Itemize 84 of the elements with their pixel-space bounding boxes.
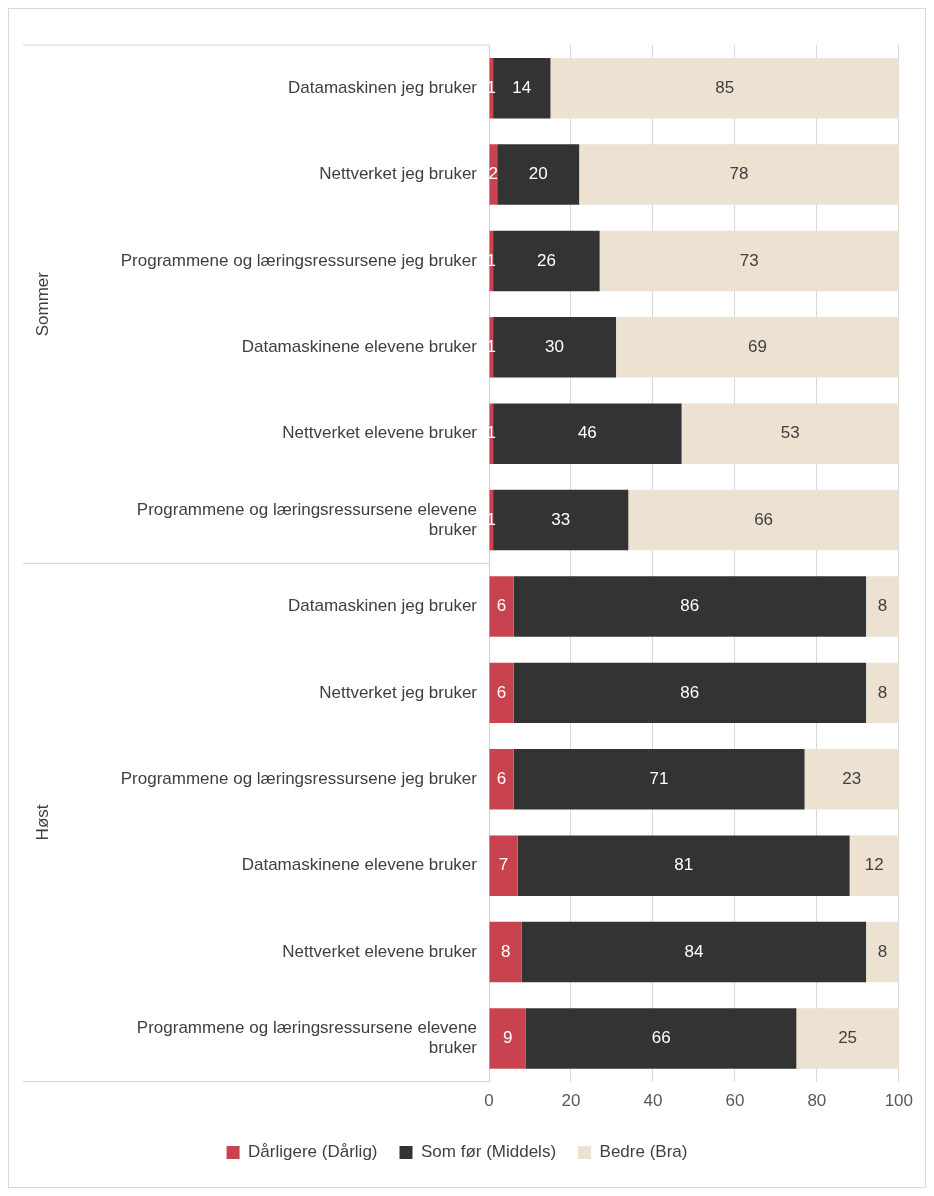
data-label: 12 <box>864 855 884 875</box>
data-label: 69 <box>747 337 767 357</box>
data-label: 25 <box>838 1028 858 1048</box>
y-tick-label: Datamaskinen jeg bruker <box>288 77 478 97</box>
data-label: 6 <box>496 682 507 702</box>
data-label: 33 <box>551 509 571 529</box>
bar <box>489 835 518 896</box>
x-tick-label: 20 <box>561 1091 581 1111</box>
y-tick-label: Programmene og læringsressursene elevene bruker <box>136 1017 478 1058</box>
data-label: 85 <box>715 77 735 97</box>
data-label: 8 <box>500 941 511 961</box>
y-tick-label: Datamaskinen jeg bruker <box>288 596 478 616</box>
data-label: 2 <box>488 164 499 184</box>
data-label: 66 <box>754 509 774 529</box>
bar <box>493 57 551 119</box>
bar <box>489 921 522 983</box>
data-label: 23 <box>842 768 862 788</box>
data-label: 73 <box>739 250 759 270</box>
data-label: 84 <box>684 941 704 961</box>
bar <box>513 576 867 637</box>
x-tick-label: 60 <box>725 1091 745 1111</box>
x-tick-label: 100 <box>884 1091 914 1111</box>
data-label: 14 <box>512 77 532 97</box>
data-label: 78 <box>729 164 749 184</box>
data-label: 7 <box>498 855 509 875</box>
y-tick-label: Nettverket jeg bruker <box>319 682 478 702</box>
bar <box>681 403 899 464</box>
data-label: 46 <box>577 423 597 443</box>
bar <box>579 144 899 205</box>
data-label: 86 <box>680 596 700 616</box>
bar <box>849 835 899 896</box>
data-label: 8 <box>877 941 888 961</box>
data-label: 66 <box>651 1028 671 1048</box>
data-label: 8 <box>877 682 888 702</box>
bar <box>493 403 682 464</box>
bar <box>796 1008 899 1069</box>
bar <box>489 1008 526 1069</box>
data-label: 71 <box>649 768 669 788</box>
y-tick-label: Nettverket elevene bruker <box>282 941 478 961</box>
y-tick-label: Programmene og læringsressursene jeg bruker <box>120 768 478 788</box>
bar <box>616 317 899 378</box>
bar <box>513 662 867 724</box>
y-tick-label: Programmene og læringsressursene elevene bruker <box>136 499 478 539</box>
bar <box>866 921 899 983</box>
bar <box>866 662 899 724</box>
data-label: 53 <box>780 423 800 443</box>
data-label: 26 <box>536 250 556 270</box>
bar <box>489 662 514 724</box>
bar <box>866 576 899 637</box>
data-label: 9 <box>502 1028 513 1048</box>
bar <box>493 317 617 378</box>
data-label: 8 <box>877 596 888 616</box>
bar <box>599 230 899 292</box>
bar <box>513 749 805 810</box>
bar <box>628 489 899 551</box>
bar <box>804 749 899 810</box>
bar <box>497 144 580 205</box>
bar <box>489 576 514 637</box>
x-tick-label: 0 <box>484 1091 494 1111</box>
bar <box>517 835 850 896</box>
bar <box>525 1008 797 1069</box>
y-tick-label: Datamaskinene elevene bruker <box>241 337 478 357</box>
data-label: 20 <box>528 164 548 184</box>
legend-label: Bedre (Bra) <box>599 1142 688 1162</box>
text: Sommer <box>32 271 52 337</box>
y-tick-label: Nettverket elevene bruker <box>282 423 478 443</box>
data-label: 30 <box>545 337 565 357</box>
bar <box>489 749 514 810</box>
bar <box>493 489 629 551</box>
data-label: 6 <box>496 768 507 788</box>
data-label: 81 <box>674 855 694 875</box>
legend-label: Dårligere (Dårlig) <box>248 1142 378 1162</box>
bar <box>521 921 867 983</box>
data-label: 6 <box>496 596 507 616</box>
y-tick-label: Datamaskinene elevene bruker <box>241 855 478 875</box>
x-tick-label: 80 <box>807 1091 827 1111</box>
bar <box>550 57 899 119</box>
data-label: 86 <box>680 682 700 702</box>
bar <box>493 230 600 292</box>
y-tick-label: Nettverket jeg bruker <box>319 164 478 184</box>
text: Høst <box>32 804 52 841</box>
x-tick-label: 40 <box>643 1091 663 1111</box>
legend-label: Som før (Middels) <box>420 1142 557 1162</box>
y-tick-label: Programmene og læringsressursene jeg bruker <box>120 250 478 270</box>
